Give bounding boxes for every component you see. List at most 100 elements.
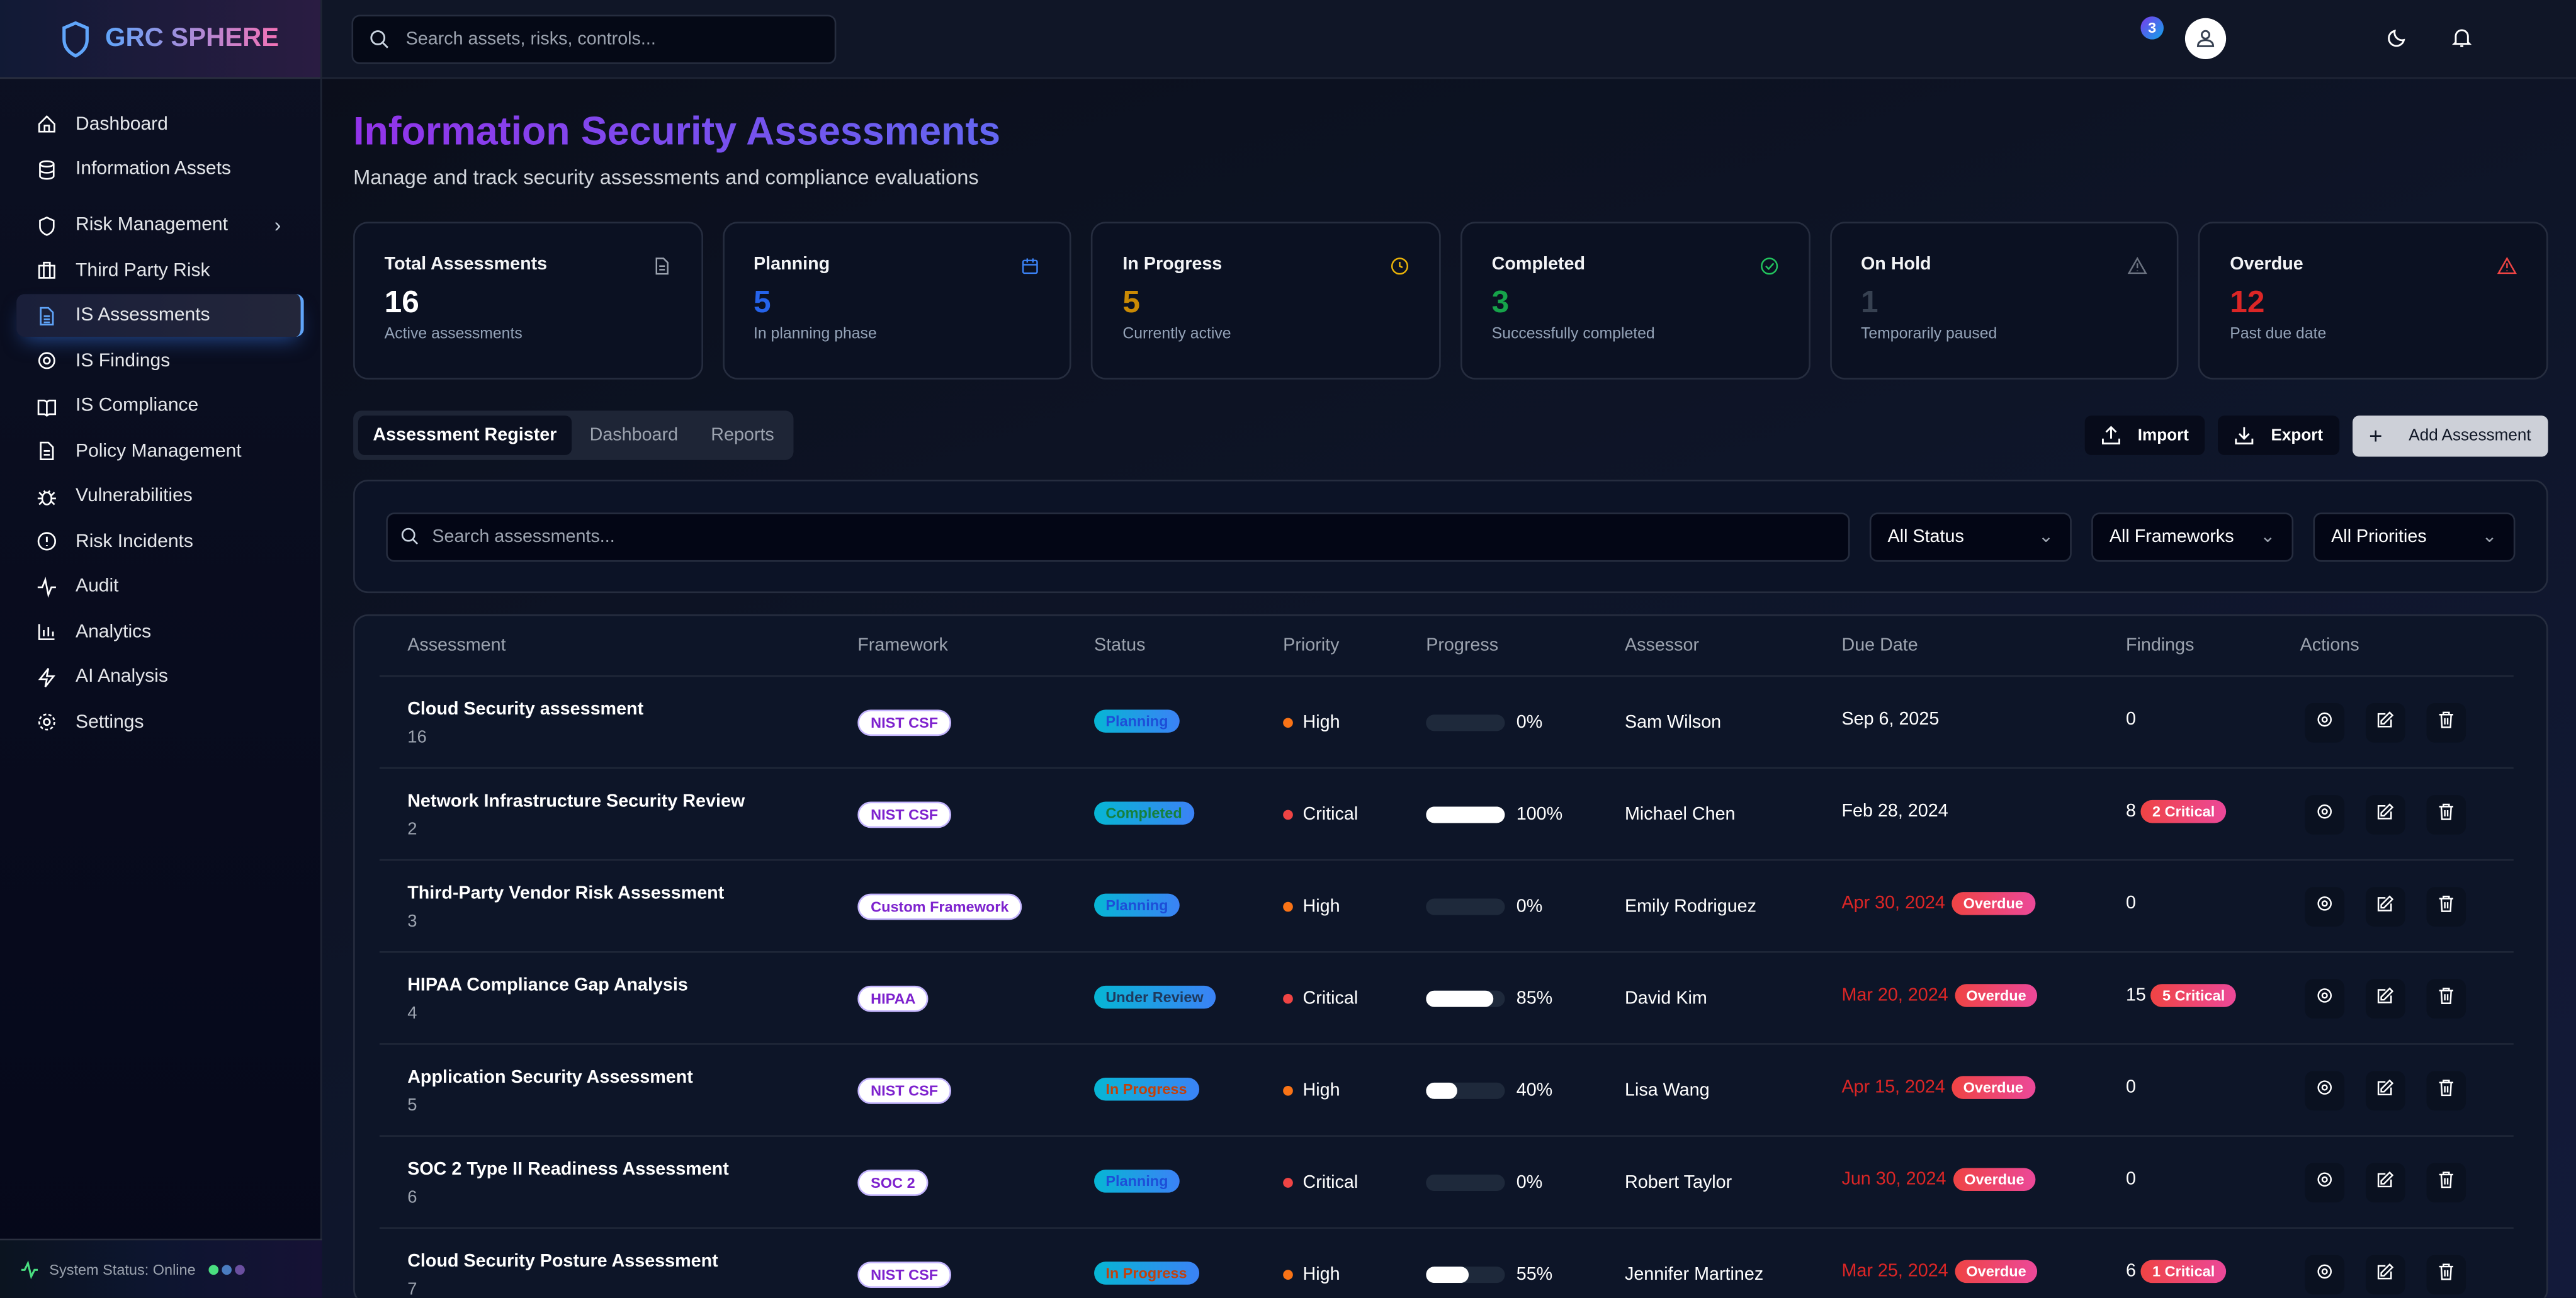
delete-button[interactable]	[2427, 703, 2466, 743]
sidebar-item-audit[interactable]: Audit	[16, 565, 304, 608]
view-button[interactable]	[2305, 795, 2344, 835]
assessment-name[interactable]: Cloud Security Posture Assessment	[407, 1252, 718, 1272]
assessment-name[interactable]: Third-Party Vendor Risk Assessment	[407, 884, 724, 903]
table-row[interactable]: Network Infrastructure Security Review2N…	[380, 769, 2514, 861]
global-search-input[interactable]: Search assets, risks, controls...	[351, 14, 836, 64]
view-button[interactable]	[2305, 1255, 2344, 1295]
moon-icon[interactable]	[2387, 26, 2409, 48]
table-row[interactable]: SOC 2 Type II Readiness Assessment6SOC 2…	[380, 1137, 2514, 1229]
sidebar-item-information-assets[interactable]: Information Assets	[16, 148, 304, 191]
tab-dashboard[interactable]: Dashboard	[575, 415, 692, 455]
view-button[interactable]	[2305, 703, 2344, 743]
column-header-actions: Actions	[2300, 636, 2359, 655]
stat-description: Past due date	[2230, 325, 2517, 344]
eye-icon	[2315, 708, 2334, 738]
stat-card-total-assessments[interactable]: Total Assessments16Active assessments	[353, 222, 703, 380]
table-row[interactable]: Application Security Assessment5NIST CSF…	[380, 1045, 2514, 1137]
sidebar-item-analytics[interactable]: Analytics	[16, 611, 304, 653]
assessment-search-input[interactable]: Search assessments...	[386, 512, 1850, 561]
eye-icon	[2315, 892, 2334, 922]
table-row[interactable]: HIPAA Compliance Gap Analysis4HIPAAUnder…	[380, 953, 2514, 1045]
sidebar-item-settings[interactable]: Settings	[16, 701, 304, 743]
framework-badge: Custom Framework	[857, 894, 1022, 920]
edit-button[interactable]	[2366, 1071, 2405, 1111]
sidebar-item-label: Analytics	[76, 622, 151, 641]
delete-button[interactable]	[2427, 979, 2466, 1019]
edit-button[interactable]	[2366, 1255, 2405, 1295]
view-button[interactable]	[2305, 887, 2344, 927]
framework-badge: SOC 2	[857, 1170, 928, 1196]
due-date-cell: Feb 28, 2024	[1841, 802, 1948, 821]
progress-fill	[1426, 1267, 1469, 1283]
priority: High	[1283, 713, 1340, 733]
sidebar-item-dashboard[interactable]: Dashboard	[16, 103, 304, 145]
chevron-right-icon: ›	[274, 213, 281, 237]
edit-button[interactable]	[2366, 795, 2405, 835]
sidebar-item-ai-analysis[interactable]: AI Analysis	[16, 655, 304, 698]
stat-value: 12	[2230, 286, 2517, 322]
status-badge: Planning	[1094, 709, 1180, 733]
sidebar-item-vulnerabilities[interactable]: Vulnerabilities	[16, 475, 304, 517]
stat-card-on-hold[interactable]: On Hold1Temporarily paused	[1829, 222, 2179, 380]
edit-button[interactable]	[2366, 703, 2405, 743]
column-header-due-date: Due Date	[1841, 636, 1918, 655]
brand[interactable]: GRC SPHERE	[0, 0, 320, 79]
edit-button[interactable]	[2366, 887, 2405, 927]
assessment-name[interactable]: Network Infrastructure Security Review	[407, 792, 745, 811]
priority-dot	[1283, 1178, 1293, 1188]
assessor-name: Lisa Wang	[1625, 1081, 1710, 1100]
priority-filter-select[interactable]: All Priorities⌄	[2313, 512, 2515, 561]
delete-button[interactable]	[2427, 1255, 2466, 1295]
table-row[interactable]: Cloud Security assessment16NIST CSFPlann…	[380, 677, 2514, 769]
view-button[interactable]	[2305, 1071, 2344, 1111]
sidebar-item-is-compliance[interactable]: IS Compliance	[16, 385, 304, 427]
bell-icon[interactable]	[2451, 26, 2473, 50]
edit-button[interactable]	[2366, 1163, 2405, 1203]
edit-icon	[2376, 892, 2395, 922]
sidebar-item-risk-incidents[interactable]: Risk Incidents	[16, 520, 304, 563]
delete-button[interactable]	[2427, 1163, 2466, 1203]
add-assessment-button[interactable]: +Add Assessment	[2353, 415, 2548, 456]
sidebar-item-third-party-risk[interactable]: Third Party Risk	[16, 249, 304, 291]
assessment-name[interactable]: Cloud Security assessment	[407, 700, 643, 720]
assessment-name[interactable]: HIPAA Compliance Gap Analysis	[407, 976, 688, 995]
priority-filter-value: All Priorities	[2331, 526, 2427, 546]
framework-filter-select[interactable]: All Frameworks⌄	[2091, 512, 2293, 561]
stat-card-overdue[interactable]: Overdue12Past due date	[2199, 222, 2548, 380]
sidebar-item-label: Dashboard	[76, 114, 168, 133]
delete-button[interactable]	[2427, 1071, 2466, 1111]
search-icon	[401, 528, 419, 546]
import-button[interactable]: Import	[2085, 415, 2205, 455]
due-date: Feb 28, 2024	[1841, 802, 1948, 821]
stat-card-planning[interactable]: Planning5In planning phase	[722, 222, 1071, 380]
sidebar-item-is-findings[interactable]: IS Findings	[16, 339, 304, 382]
sidebar-item-is-assessments[interactable]: IS Assessments	[16, 294, 304, 337]
user-avatar[interactable]	[2185, 18, 2226, 59]
tab-assessment-register[interactable]: Assessment Register	[358, 415, 572, 455]
trash-icon	[2436, 1168, 2456, 1197]
sidebar-item-risk-management[interactable]: Risk Management›	[16, 204, 304, 247]
table-row[interactable]: Cloud Security Posture Assessment7NIST C…	[380, 1229, 2514, 1298]
stat-card-in-progress[interactable]: In Progress5Currently active	[1092, 222, 1441, 380]
table-row[interactable]: Third-Party Vendor Risk Assessment3Custo…	[380, 861, 2514, 952]
stat-card-completed[interactable]: Completed3Successfully completed	[1460, 222, 1810, 380]
progress-bar	[1426, 991, 1505, 1007]
export-button[interactable]: Export	[2218, 415, 2339, 455]
sidebar-item-policy-management[interactable]: Policy Management	[16, 429, 304, 472]
assessment-name[interactable]: Application Security Assessment	[407, 1068, 693, 1087]
status-badge: In Progress	[1094, 1261, 1199, 1285]
delete-button[interactable]	[2427, 887, 2466, 927]
tab-reports[interactable]: Reports	[696, 415, 789, 455]
assessment-name[interactable]: SOC 2 Type II Readiness Assessment	[407, 1160, 729, 1179]
main-content: Information Security Assessments Manage …	[353, 79, 2548, 1297]
delete-button[interactable]	[2427, 795, 2466, 835]
view-button[interactable]	[2305, 1163, 2344, 1203]
edit-button[interactable]	[2366, 979, 2405, 1019]
table-header: AssessmentFrameworkStatusPriorityProgres…	[380, 616, 2514, 677]
progress-percent: 55%	[1517, 1265, 1552, 1284]
page-title: Information Security Assessments	[353, 110, 1000, 156]
zap-icon	[35, 665, 58, 689]
view-button[interactable]	[2305, 979, 2344, 1019]
status-dot	[222, 1264, 232, 1274]
status-filter-select[interactable]: All Status⌄	[1870, 512, 2072, 561]
